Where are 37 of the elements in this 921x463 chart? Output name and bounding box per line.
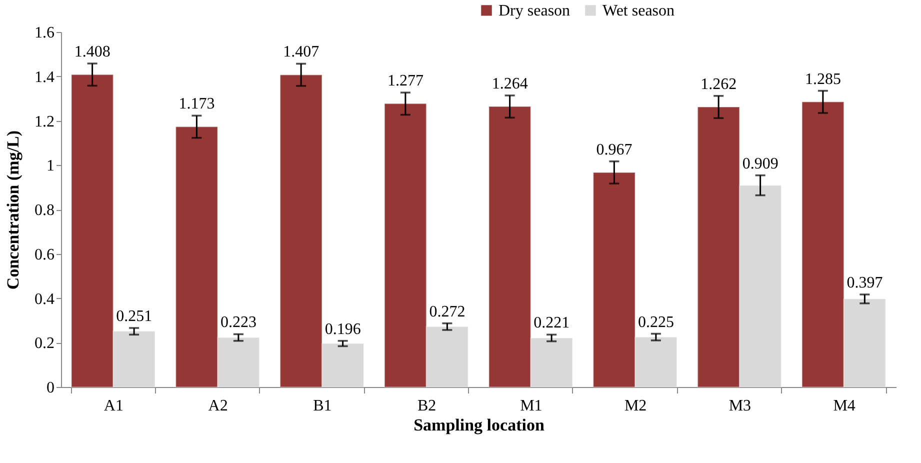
data-label: 1.277 [387,72,424,90]
legend-label: Wet season [602,2,675,20]
data-label: 1.285 [804,70,841,88]
data-label: 1.173 [178,96,215,113]
x-tick-label: B1 [313,398,332,414]
data-label: 1.407 [283,44,320,61]
data-label: 0.196 [324,320,361,338]
x-tick-label: M1 [520,398,542,414]
y-tick-label: 0.2 [34,335,54,352]
data-label: 0.221 [534,314,570,332]
x-tick-label: M4 [833,398,856,414]
x-tick-label: A1 [104,398,124,414]
y-axis-title: Concentration (mg/L) [4,130,22,290]
y-tick-label: 0.6 [34,246,54,264]
y-tick-label: 1 [46,158,54,175]
y-tick-label: 1.2 [34,113,54,130]
y-tick-label: 0 [46,380,54,396]
data-label: 0.272 [429,303,466,320]
x-tick-label: M2 [624,398,647,414]
legend-label: Dry season [498,2,570,20]
data-label: 0.223 [220,314,256,332]
data-label: 0.909 [742,155,778,172]
x-tick-label: M3 [728,398,752,414]
y-tick-label: 1.6 [34,24,54,42]
x-tick-label: B2 [417,398,436,414]
x-tick-label: A2 [208,398,228,414]
data-label: 0.225 [638,314,674,331]
data-label: 0.251 [116,308,152,325]
data-label: 1.262 [700,76,737,93]
data-label: 1.408 [74,44,110,61]
y-tick-label: 1.4 [34,68,54,86]
y-tick-label: 0.8 [34,202,54,219]
data-label: 0.397 [846,274,883,292]
x-axis-title: Sampling location [414,416,545,434]
data-label: 0.967 [596,141,632,158]
data-label: 1.264 [492,75,528,92]
y-tick-label: 0.4 [34,290,54,308]
